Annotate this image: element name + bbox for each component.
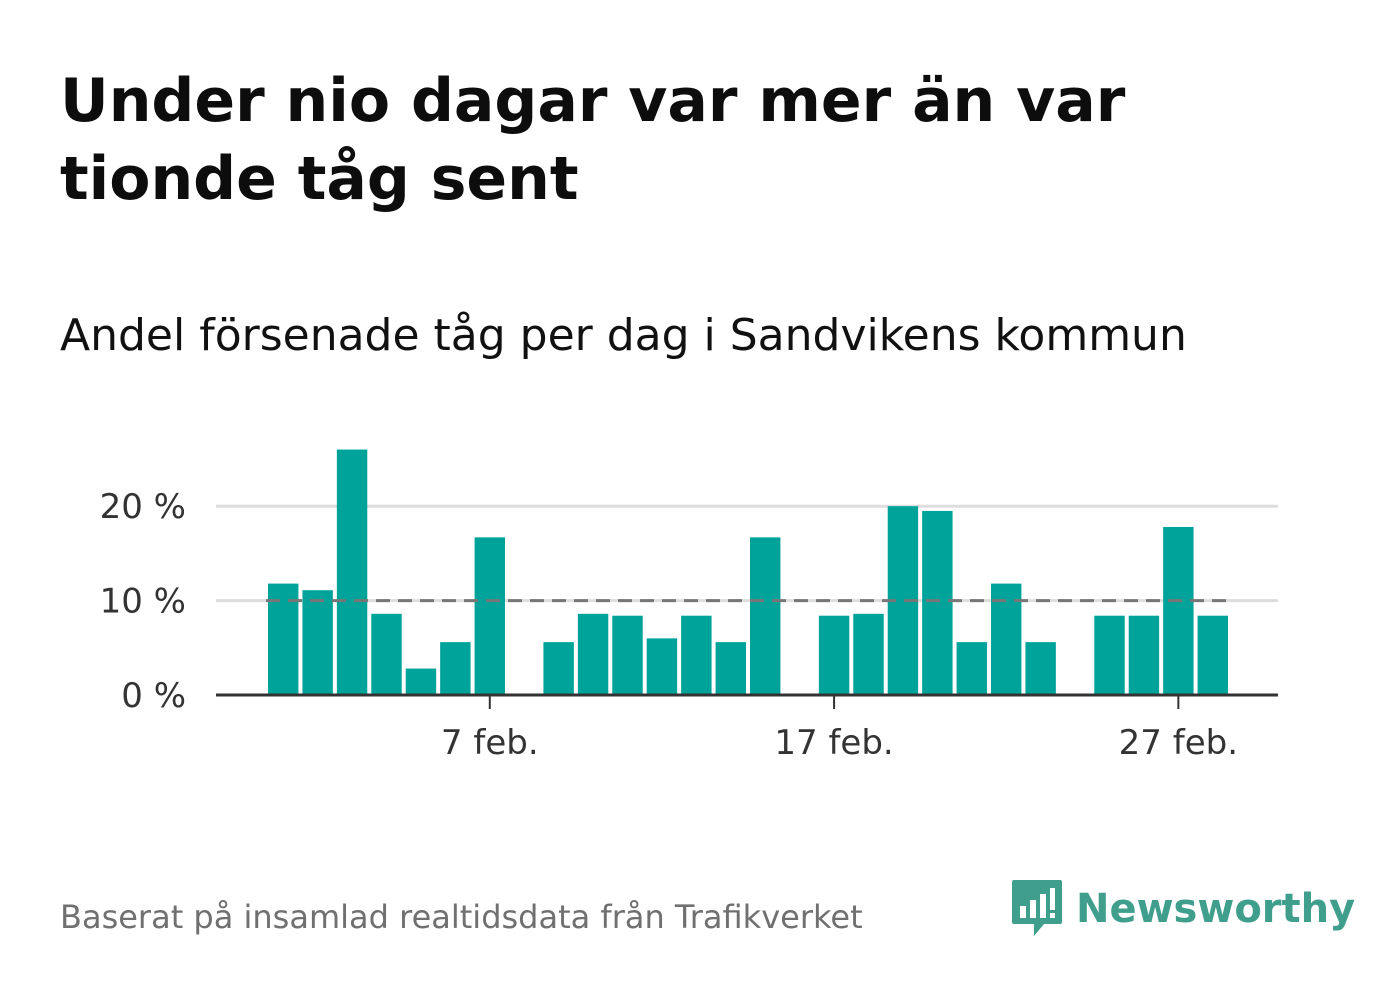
bar	[1025, 642, 1056, 695]
bar	[818, 615, 850, 695]
bar	[543, 642, 574, 695]
bar-chart-speech-bubble-icon	[1012, 880, 1062, 936]
bar	[371, 613, 402, 695]
y-tick-label: 20 %	[100, 487, 186, 527]
bar	[1197, 615, 1228, 695]
bar	[681, 615, 712, 695]
bar-chart: 0 % 10 % 20 % 7 feb. 17 feb. 27 feb.	[100, 449, 1278, 763]
bar	[1128, 615, 1160, 695]
brand-name: Newsworthy	[1076, 886, 1356, 932]
bar	[1094, 615, 1125, 695]
bar	[991, 583, 1022, 695]
label-layer: 0 % 10 % 20 % 7 feb. 17 feb. 27 feb.	[100, 487, 1238, 763]
bar	[336, 449, 368, 695]
bar	[646, 638, 678, 695]
bar	[302, 590, 333, 695]
bar	[750, 537, 781, 695]
bar	[715, 642, 746, 695]
bar	[268, 583, 299, 695]
source-note: Baserat på insamlad realtidsdata från Tr…	[60, 898, 863, 936]
axis-layer	[216, 693, 1278, 709]
bar	[1163, 526, 1194, 695]
chart-title: Under nio dagar var mer än var tionde tå…	[60, 66, 1126, 214]
bar-layer	[268, 449, 1228, 695]
x-tick-label: 7 feb.	[441, 723, 539, 763]
bar	[612, 615, 643, 695]
bar	[577, 613, 609, 695]
brand-logo: Newsworthy	[1010, 878, 1355, 940]
x-tick-label: 27 feb.	[1119, 723, 1238, 763]
bar	[440, 642, 471, 695]
bar	[853, 613, 884, 695]
bar	[474, 537, 505, 695]
bar	[956, 642, 987, 695]
x-tick-label: 17 feb.	[774, 723, 893, 763]
grid-layer	[216, 504, 1278, 603]
chart-subtitle: Andel försenade tåg per dag i Sandvikens…	[60, 310, 1187, 361]
bar	[922, 510, 953, 695]
y-tick-label: 10 %	[100, 582, 186, 622]
y-tick-label: 0 %	[121, 676, 186, 716]
bar	[405, 668, 437, 695]
